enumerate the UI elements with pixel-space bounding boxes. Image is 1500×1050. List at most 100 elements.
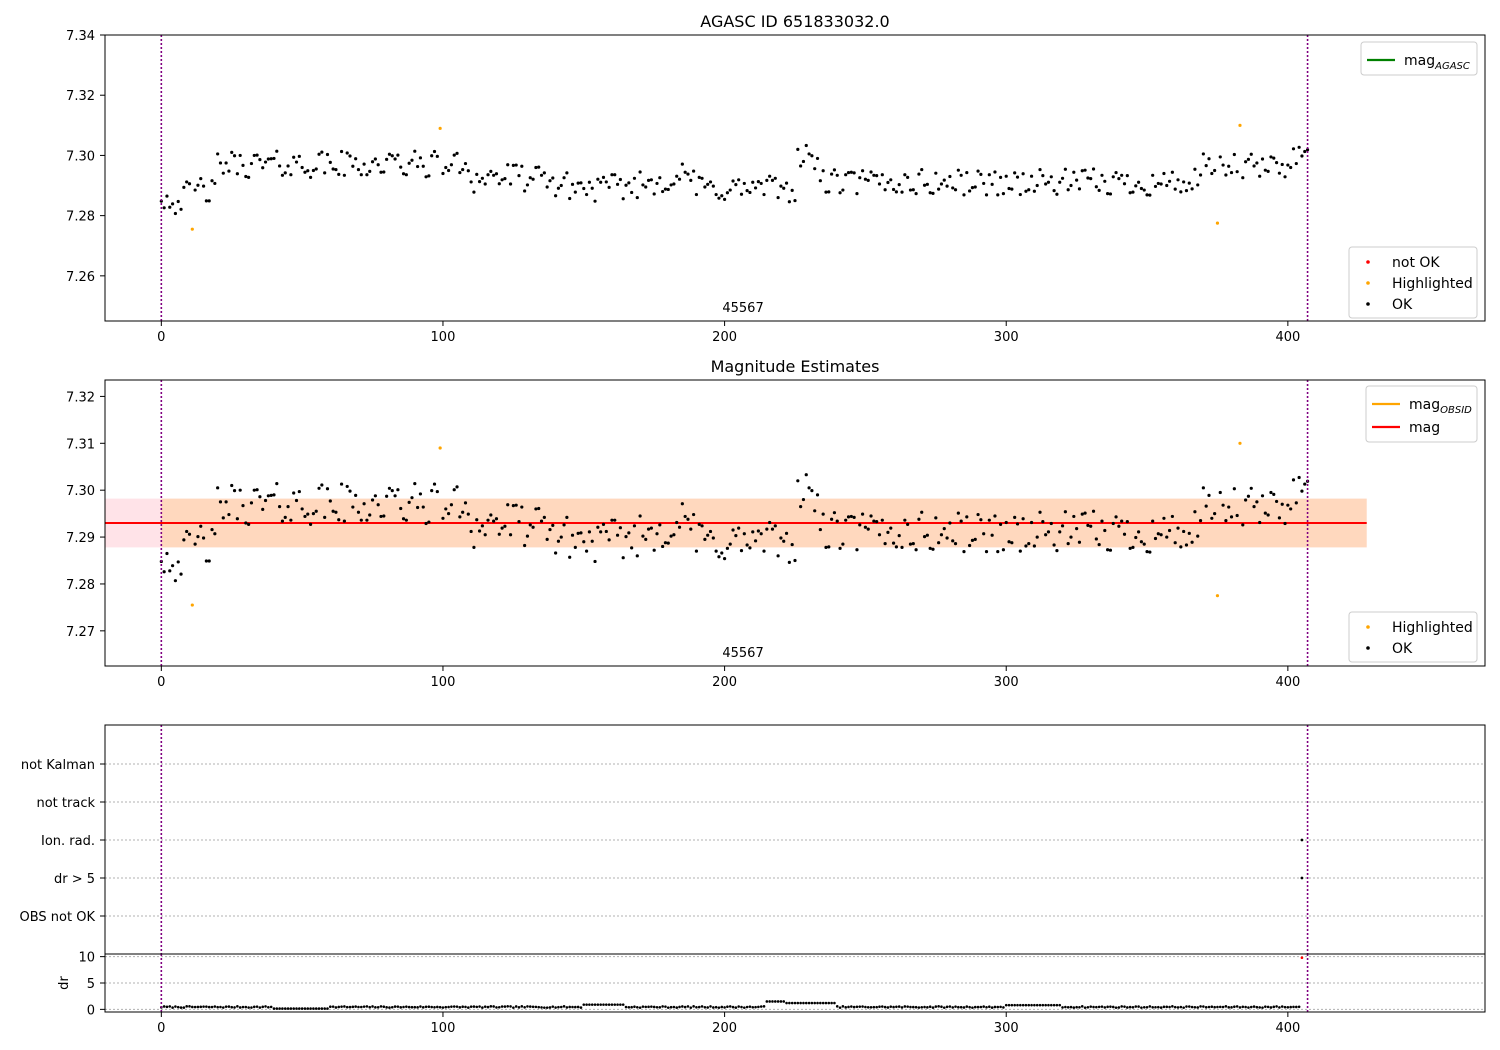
y-tick-label: 7.30 (66, 484, 95, 499)
data-point-ok (354, 1005, 357, 1008)
data-point-ok (514, 503, 518, 507)
data-point-ok (1091, 167, 1096, 171)
data-point-ok (418, 492, 423, 496)
data-point-ok (1035, 183, 1039, 188)
data-point-ok (508, 182, 513, 186)
data-point-ok (1154, 1005, 1157, 1009)
data-point-ok (957, 1005, 960, 1009)
data-point-ok (804, 143, 808, 148)
data-point-ok (238, 1006, 242, 1009)
data-point-ok (486, 518, 490, 522)
data-point-ok (861, 1005, 864, 1008)
data-point-ok (613, 173, 617, 177)
data-point-ok (483, 182, 487, 186)
data-point-ok (638, 514, 642, 518)
data-point-ok (556, 539, 561, 543)
data-point-ok (435, 489, 439, 494)
data-point-ok (297, 489, 301, 494)
data-point-ok (1280, 162, 1284, 167)
data-point-ok (1134, 184, 1138, 188)
data-point-ok (221, 1006, 225, 1009)
data-point-ok (263, 498, 268, 503)
data-point-ok (399, 506, 403, 511)
data-point-ok (646, 178, 651, 183)
data-point-highlighted (1238, 441, 1242, 445)
data-point-ok (227, 512, 231, 517)
data-point-ok (281, 1007, 284, 1010)
data-point-ok (1038, 1003, 1042, 1007)
data-point-ok (956, 511, 960, 515)
data-point-ok (472, 545, 476, 549)
flag-category-label: OBS not OK (20, 910, 96, 925)
data-point-ok (1128, 191, 1132, 195)
data-point-ok (1218, 155, 1222, 159)
data-point-ok (1083, 1006, 1087, 1009)
data-point-ok (669, 183, 673, 187)
data-point-ok (1199, 1005, 1202, 1008)
data-point-ok (700, 176, 704, 180)
data-point-ok (165, 1005, 169, 1009)
data-point-ok (188, 1005, 191, 1008)
data-point-ok (236, 1005, 239, 1008)
data-point-ok (1277, 171, 1282, 175)
data-point-ok (830, 1001, 833, 1005)
data-point-ok (494, 517, 499, 521)
x-tick-label: 400 (1275, 675, 1300, 690)
y-tick-label: 7.29 (66, 531, 95, 546)
data-point-ok (644, 185, 648, 189)
data-point-ok (939, 182, 944, 186)
data-point-ok (1286, 163, 1290, 167)
data-point-ok (982, 181, 986, 186)
data-point-ok (998, 522, 1003, 527)
data-point-ok (844, 1006, 847, 1009)
x-tick-label: 300 (994, 675, 1019, 690)
data-point-ok (1013, 171, 1017, 175)
data-point-ok (1120, 173, 1124, 177)
data-point-ok (469, 1005, 473, 1008)
data-point-ok (852, 1005, 856, 1009)
data-point-ok (1038, 510, 1042, 514)
data-point-ok (753, 539, 758, 543)
data-point-ok (557, 1005, 560, 1009)
data-point-ok (568, 555, 572, 559)
data-point-ok (483, 533, 487, 537)
data-point-ok (579, 1006, 583, 1009)
data-point-ok (531, 1005, 535, 1009)
data-point-ok (551, 523, 555, 527)
data-point-ok (976, 169, 980, 173)
data-point-ok (1151, 173, 1155, 177)
data-point-ok (196, 534, 200, 539)
data-point-ok (999, 1005, 1002, 1009)
data-point-ok (1233, 1005, 1236, 1009)
data-point-ok (793, 558, 797, 563)
data-point-ok (300, 507, 304, 511)
data-point-ok (984, 550, 989, 554)
data-point-ok (970, 186, 975, 190)
data-point-ok (232, 154, 237, 158)
data-point-ok (917, 517, 921, 521)
data-point-ok (419, 1005, 422, 1008)
data-point-ok (1131, 190, 1135, 194)
data-point-ok (427, 174, 431, 178)
legend-marker (1366, 625, 1370, 629)
data-point-ok (722, 197, 727, 201)
data-point-ok (1120, 519, 1124, 523)
data-point-ok (590, 186, 594, 190)
data-point-ok (1272, 156, 1276, 160)
data-point-ok (385, 157, 389, 161)
data-point-ok (179, 572, 183, 576)
data-point-ok (1055, 192, 1059, 196)
data-point-ok (1162, 171, 1166, 176)
data-point-ok (250, 1006, 253, 1009)
data-point-ok (1111, 521, 1115, 526)
data-point-ok (655, 1005, 659, 1009)
data-point-ok (751, 180, 755, 184)
data-point-ok (199, 177, 203, 181)
data-point-ok (1044, 1003, 1047, 1007)
data-point-ok (1244, 1005, 1247, 1009)
data-point-ok (1221, 503, 1225, 507)
data-point-ok (1024, 1003, 1028, 1007)
data-point-ok (889, 1005, 893, 1008)
data-point-ok (1015, 175, 1020, 179)
data-point-ok (1260, 494, 1265, 498)
